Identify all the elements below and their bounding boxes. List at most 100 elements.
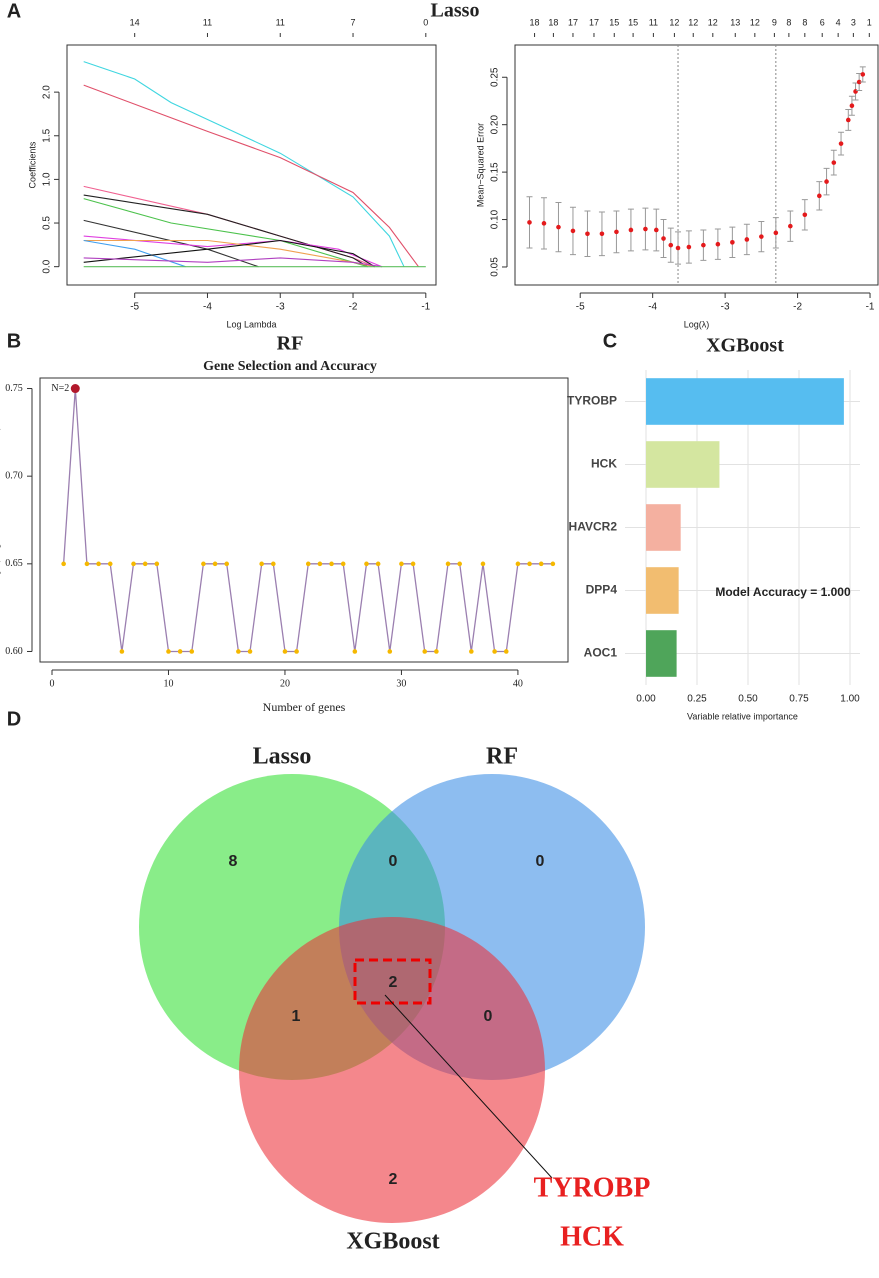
y-tick-label: 0.5 [42, 216, 53, 230]
x-tick-label: -2 [349, 302, 358, 313]
x-tick-label: -3 [276, 302, 285, 313]
point [538, 561, 544, 567]
point [142, 561, 148, 567]
point [831, 160, 837, 165]
point [84, 561, 90, 567]
bar [646, 630, 677, 677]
y-axis-label: Mean−Squared Error [475, 123, 485, 207]
x-tick-label: -1 [866, 302, 875, 313]
top-tick-label: 12 [708, 17, 718, 27]
gene-label: HCK [560, 1221, 624, 1252]
point [434, 649, 439, 654]
region-count: 2 [389, 1171, 398, 1188]
x-tick-label: 0.25 [687, 694, 707, 705]
point [294, 649, 299, 654]
point [61, 561, 66, 567]
point [599, 231, 605, 237]
point [701, 242, 706, 248]
plot-frame [66, 44, 437, 286]
x-tick-label: 0.50 [738, 694, 758, 705]
chart-subtitle: Gene Selection and Accuracy [203, 359, 377, 374]
point [541, 221, 547, 226]
point [131, 561, 136, 567]
top-tick-label: 18 [548, 17, 558, 27]
annotation: N=2 [51, 383, 69, 394]
top-tick-label: 11 [276, 17, 285, 27]
point [817, 193, 822, 199]
point [802, 212, 808, 218]
top-tick-label: 9 [772, 17, 777, 27]
x-axis-label: Log(λ) [684, 319, 710, 329]
point [856, 79, 862, 85]
point [119, 649, 125, 654]
point [480, 561, 486, 567]
x-tick-label: 0.00 [636, 694, 656, 705]
point [329, 561, 334, 567]
top-tick-label: 15 [609, 17, 619, 27]
point [668, 242, 674, 248]
point [570, 228, 576, 234]
coef-line [83, 198, 368, 268]
point [271, 561, 276, 567]
x-tick-label: 20 [280, 678, 290, 689]
top-tick-label: 17 [568, 17, 578, 27]
panel-label: C [603, 330, 617, 352]
point [70, 384, 80, 394]
top-tick-label: 12 [688, 17, 698, 27]
point [154, 561, 160, 567]
point [744, 237, 750, 242]
y-tick-label: HAVCR2 [569, 520, 618, 534]
x-tick-label: 1.00 [840, 694, 860, 705]
x-tick-label: -5 [130, 302, 139, 313]
x-tick-label: -3 [721, 302, 730, 313]
annotation: Model Accuracy = 1.000 [715, 585, 851, 599]
top-tick-label: 13 [730, 17, 740, 27]
point [422, 649, 428, 654]
top-tick-label: 15 [628, 17, 638, 27]
x-tick-label: -5 [576, 302, 585, 313]
top-tick-label: 7 [351, 17, 356, 27]
set-label: XGBoost [346, 1229, 439, 1255]
set-label: RF [486, 744, 518, 770]
chart-title: RF [277, 333, 304, 355]
top-tick-label: 12 [669, 17, 679, 27]
top-tick-label: 1 [867, 17, 872, 27]
y-tick-label: 0.10 [490, 209, 501, 229]
x-tick-label: 30 [396, 678, 406, 689]
coef-line [83, 84, 419, 268]
point [759, 234, 764, 239]
point [860, 72, 866, 77]
point [189, 649, 195, 654]
point [387, 649, 393, 654]
x-tick-label: 0.75 [789, 694, 809, 705]
panel-label: A [7, 0, 21, 22]
point [259, 561, 264, 567]
leader-line [384, 994, 553, 1179]
point [445, 561, 451, 567]
point [212, 561, 218, 567]
y-tick-label: 0.20 [490, 115, 501, 135]
y-tick-label: 1.0 [42, 172, 53, 186]
point [661, 236, 666, 241]
point [469, 649, 474, 654]
chart-title: XGBoost [706, 335, 784, 357]
point [503, 649, 509, 654]
point [236, 649, 241, 654]
point [107, 561, 113, 567]
y-tick-label: 2.0 [42, 85, 53, 99]
top-tick-label: 6 [820, 17, 825, 27]
point [515, 561, 521, 567]
top-tick-label: 11 [649, 17, 658, 27]
coef-line [83, 194, 368, 268]
point [849, 103, 855, 109]
y-tick-label: 0.25 [490, 67, 501, 87]
plot-frame [514, 44, 879, 286]
bar [646, 441, 720, 488]
top-tick-label: 11 [203, 17, 212, 27]
point [773, 230, 779, 236]
point [527, 220, 532, 225]
point [352, 649, 358, 654]
point [224, 561, 230, 567]
x-tick-label: -4 [203, 302, 212, 313]
